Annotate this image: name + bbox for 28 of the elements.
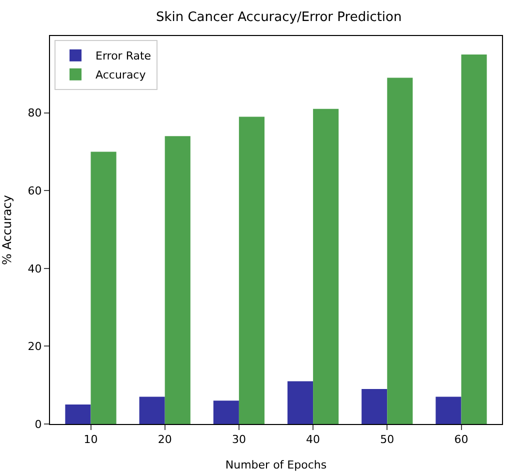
x-tick-label: 20 xyxy=(158,433,172,446)
y-tick-label: 0 xyxy=(34,418,42,431)
legend-label: Error Rate xyxy=(96,50,152,63)
x-tick-label: 40 xyxy=(306,433,320,446)
y-tick-label: 60 xyxy=(28,184,42,198)
bar xyxy=(313,108,339,424)
y-axis-title: % Accuracy xyxy=(0,194,14,266)
bar xyxy=(65,404,91,424)
bar xyxy=(387,78,413,424)
x-tick-label: 60 xyxy=(454,433,468,446)
bar xyxy=(164,136,190,424)
x-tick-label: 50 xyxy=(380,433,394,446)
x-axis-title: Number of Epochs xyxy=(225,458,327,472)
y-tick-label: 80 xyxy=(28,106,42,120)
bar xyxy=(436,396,462,424)
chart-title: Skin Cancer Accuracy/Error Prediction xyxy=(156,10,402,25)
legend-label: Accuracy xyxy=(96,68,146,82)
y-tick-label: 20 xyxy=(28,340,42,354)
bar xyxy=(139,396,165,424)
x-tick-label: 10 xyxy=(84,433,98,446)
bar xyxy=(461,54,487,424)
bar xyxy=(287,381,314,424)
bar xyxy=(362,388,388,424)
bar xyxy=(213,400,239,424)
x-tick-label: 30 xyxy=(232,433,246,446)
y-tick-label: 40 xyxy=(28,262,42,276)
bar xyxy=(90,152,116,424)
bar xyxy=(238,116,265,424)
